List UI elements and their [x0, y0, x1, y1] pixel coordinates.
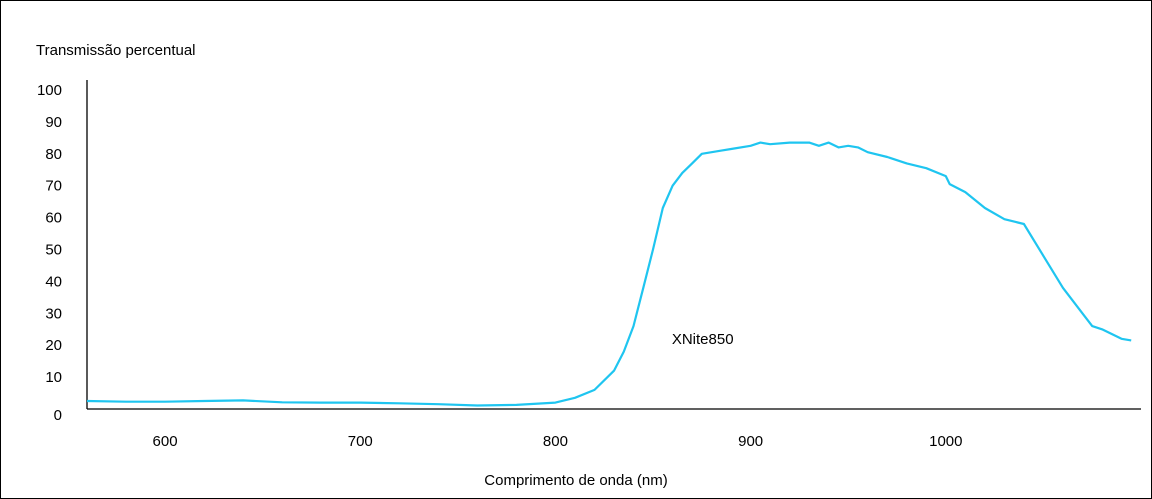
x-tick-label: 600	[153, 433, 178, 450]
x-axis-title: Comprimento de onda (nm)	[484, 472, 668, 489]
y-tick-label: 30	[45, 305, 62, 322]
y-tick-label: 70	[45, 178, 62, 195]
y-axis-title: Transmissão percentual	[36, 42, 196, 59]
y-tick-label: 0	[54, 407, 62, 424]
x-tick-label: 900	[738, 433, 763, 450]
y-tick-label: 40	[45, 273, 62, 290]
y-tick-label: 80	[45, 146, 62, 163]
x-tick-label: 1000	[929, 433, 962, 450]
x-tick-label: 800	[543, 433, 568, 450]
y-tick-label: 20	[45, 337, 62, 354]
series-line	[86, 141, 1132, 407]
y-tick-label: 10	[45, 369, 62, 386]
series-annotation-label: XNite850	[672, 331, 734, 348]
x-tick-label: 700	[348, 433, 373, 450]
y-tick-label: 60	[45, 210, 62, 227]
y-tick-label: 50	[45, 242, 62, 259]
y-tick-label: 100	[37, 82, 62, 99]
y-tick-label: 90	[45, 114, 62, 131]
